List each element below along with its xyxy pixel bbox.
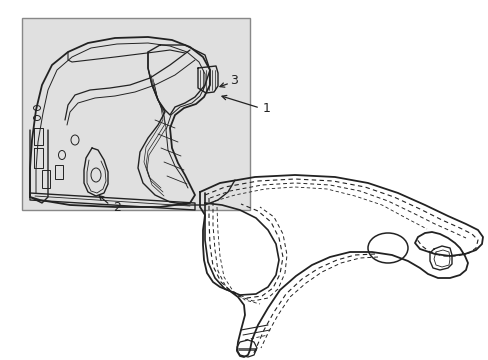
Text: 1: 1 [263,102,270,114]
Bar [55,165,63,179]
Text: 2: 2 [113,201,121,213]
Text: 3: 3 [229,73,237,86]
Bar [42,170,50,188]
Bar [22,18,249,210]
